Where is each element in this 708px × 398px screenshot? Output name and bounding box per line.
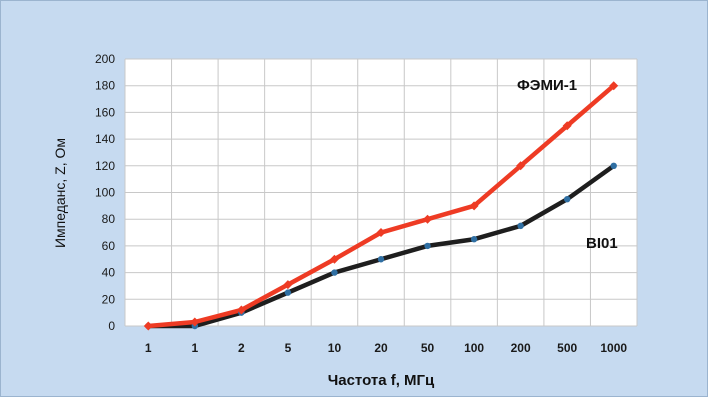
x-tick-label: 1 — [191, 341, 198, 355]
x-tick-label: 1000 — [600, 341, 627, 355]
y-tick-label: 80 — [102, 212, 116, 226]
series-label-bi01: BI01 — [586, 235, 618, 252]
point-bi01 — [564, 196, 570, 202]
x-tick-label: 2 — [238, 341, 245, 355]
y-tick-label: 40 — [102, 266, 116, 280]
y-tick-label: 160 — [95, 105, 115, 119]
x-axis-title: Частота f, МГц — [328, 372, 435, 389]
y-tick-label: 20 — [102, 292, 116, 306]
point-bi01 — [424, 243, 430, 249]
x-tick-label: 1 — [145, 341, 152, 355]
point-bi01 — [517, 223, 523, 229]
point-bi01 — [378, 256, 384, 262]
x-axis-ticks: 1 1 2 5 10 20 50 100 200 500 1000 — [145, 341, 627, 355]
x-tick-label: 500 — [557, 341, 577, 355]
y-tick-label: 200 — [95, 52, 115, 66]
point-bi01 — [471, 236, 477, 242]
x-tick-label: 200 — [511, 341, 531, 355]
x-tick-label: 100 — [464, 341, 484, 355]
point-bi01 — [331, 269, 337, 275]
point-bi01 — [285, 289, 291, 295]
x-tick-label: 5 — [285, 341, 292, 355]
series-label-femi: ФЭМИ-1 — [517, 77, 577, 94]
x-tick-label: 10 — [328, 341, 342, 355]
y-axis-title: Импеданс, Z, Ом — [52, 138, 68, 248]
x-tick-label: 50 — [421, 341, 435, 355]
y-tick-label: 140 — [95, 132, 115, 146]
point-bi01 — [611, 163, 617, 169]
y-tick-label: 60 — [102, 239, 116, 253]
y-tick-label: 0 — [108, 319, 115, 333]
y-tick-label: 120 — [95, 159, 115, 173]
y-axis-ticks: 0 20 40 60 80 100 120 140 160 180 200 — [95, 52, 115, 333]
y-tick-label: 100 — [95, 186, 115, 200]
x-tick-label: 20 — [374, 341, 388, 355]
y-tick-label: 180 — [95, 79, 115, 93]
